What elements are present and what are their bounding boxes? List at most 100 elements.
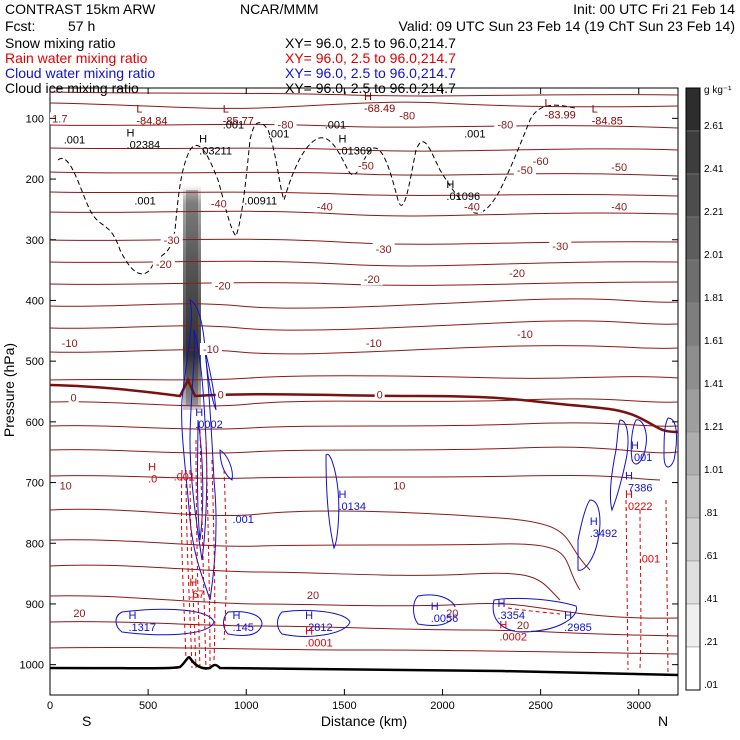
extremum-marker: H: [497, 598, 505, 610]
valid-time: Valid: 09 UTC Sun 23 Feb 14 (19 ChT Sun …: [399, 18, 735, 34]
isotherm-label: -10: [517, 329, 533, 341]
extremum-marker: H: [189, 577, 197, 589]
legend-label-rain: Rain water mixing ratio: [5, 50, 148, 66]
x-tick-label: 0: [47, 700, 53, 712]
extremum-marker: H: [148, 461, 156, 473]
isotherm-label: -10: [366, 338, 382, 350]
y-tick-label: 500: [26, 356, 44, 368]
extremum-marker: H: [127, 128, 135, 140]
isotherm-label: -30: [552, 241, 568, 253]
isotherm-label-bg: [207, 197, 230, 210]
colorbar-swatch: [685, 517, 701, 562]
isotherm-label-bg: [50, 112, 71, 125]
extremum-marker: H: [564, 610, 572, 622]
colorbar-swatch: [685, 259, 701, 304]
colorbar-tick-label: 2.01: [704, 250, 724, 261]
extremum-marker: L: [592, 103, 598, 115]
colorbar-swatch: [685, 345, 701, 390]
isotherm-label: -20: [364, 274, 380, 286]
isotherm-label-bg: [274, 118, 297, 131]
extremum-marker: H: [195, 407, 203, 419]
extremum-value: .0002: [499, 631, 527, 643]
extremum-value: .01369: [338, 146, 372, 158]
legend-xy-snow: XY= 96.0, 2.5 to 96.0,214.7: [285, 35, 456, 51]
colorbar-unit: g kg⁻¹: [704, 85, 732, 96]
freezing-level-line: [50, 377, 678, 434]
isotherm-label-bg: [152, 258, 175, 271]
contour-value-label: .001: [464, 129, 485, 141]
legend-xy-cloudwater: XY= 96.0, 2.5 to 96.0,214.7: [285, 65, 456, 81]
colorbar-swatch: [685, 130, 701, 175]
y-tick-label: 800: [26, 538, 44, 550]
colorbar-tick-label: 1.01: [704, 465, 724, 476]
colorbar-tick-label: 1.41: [704, 379, 724, 390]
isotherm-label: -20: [156, 259, 172, 271]
extremum-marker: H: [431, 601, 439, 613]
header: CONTRAST 15km ARW Fcst: 57 h NCAR/MMM In…: [5, 1, 735, 34]
isotherm-label-bg: [304, 588, 321, 601]
isotherm-label: -80: [278, 119, 294, 131]
contour-value-labels: .001 .001 .001 .001 .001 .001 .00911 .001 .001 .0…: [64, 119, 660, 565]
extremum-value: .3492: [590, 528, 618, 540]
isotherm-label-bg: [396, 109, 419, 122]
colorbar-swatch: [685, 603, 701, 648]
extremum-value: .67: [189, 589, 204, 601]
isotherm-label: 20: [517, 620, 529, 632]
colorbar-tick-label: 1.21: [704, 422, 724, 433]
extremum-marker: H: [625, 489, 633, 501]
cloud-ice-contour: [57, 104, 576, 275]
colorbar-tick-label: 2.21: [704, 207, 724, 218]
y-tick-label: 100: [26, 113, 44, 125]
isotherm-label-bg: [513, 327, 536, 340]
isotherm-label-bg: [160, 233, 183, 246]
isotherm-label: 0: [377, 390, 383, 402]
contour-value-label: .001: [268, 129, 289, 141]
isotherm-label: 1.7: [52, 113, 67, 125]
colorbar-tick-label: .21: [704, 637, 718, 648]
isotherm-label: -40: [464, 201, 480, 213]
colorbar-tick-label: 2.41: [704, 164, 724, 175]
x-axis-title: Distance (km): [321, 713, 407, 729]
isotherm-label-bg: [608, 160, 631, 173]
contour-value-label: .001: [639, 553, 660, 565]
isotherm-label: 0: [70, 393, 76, 405]
extremum-value: -68.49: [364, 103, 395, 115]
isotherm-label-bg: [372, 242, 395, 255]
y-tick-label: 600: [26, 417, 44, 429]
isotherm-label-bg: [494, 118, 517, 131]
isotherm-label: 0: [218, 390, 224, 402]
colorbar-swatch: [685, 216, 701, 261]
extremum-marker: H: [590, 516, 598, 528]
plot-area: [49, 87, 679, 696]
isotherm-label-bg: [514, 619, 531, 632]
colorbar-frame: [685, 87, 701, 691]
isotherm-label: -50: [611, 162, 627, 174]
extremum-value: -85.77: [223, 115, 254, 127]
colorbar-swatch: [685, 646, 701, 691]
extremum-value: .3354: [497, 610, 525, 622]
isotherm-label: -30: [376, 244, 392, 256]
contour-value-label: .001: [233, 514, 254, 526]
extremum-value: .0001: [305, 637, 333, 649]
legend: Snow mixing ratio XY= 96.0, 2.5 to 96.0,…: [5, 35, 456, 96]
model-title: CONTRAST 15km ARW: [5, 1, 156, 17]
extremum-value: .001: [631, 452, 652, 464]
x-axis: 0 500 1000 1500 2000 2500 3000: [47, 88, 651, 712]
x-tick-label: 2000: [430, 700, 454, 712]
y-tick-label: 900: [26, 599, 44, 611]
isotherm-label-bg: [460, 200, 483, 213]
isotherm-label: -80: [497, 119, 513, 131]
extremum-marker: H: [305, 610, 313, 622]
colorbar-swatch: [685, 388, 701, 433]
y-axis-title: Pressure (hPa): [1, 343, 17, 437]
y-tick-label: 300: [26, 235, 44, 247]
colorbar-tick-label: 1.81: [704, 293, 724, 304]
isotherm-label-bg: [71, 607, 88, 620]
forecast-value: 57 h: [68, 18, 95, 34]
isotherm-label: -40: [611, 201, 627, 213]
y-tick-label: 700: [26, 478, 44, 490]
extremum-marker: H: [305, 625, 313, 637]
isotherm-label: -60: [533, 156, 549, 168]
init-time: Init: 00 UTC Fri 21 Feb 14: [573, 1, 735, 17]
